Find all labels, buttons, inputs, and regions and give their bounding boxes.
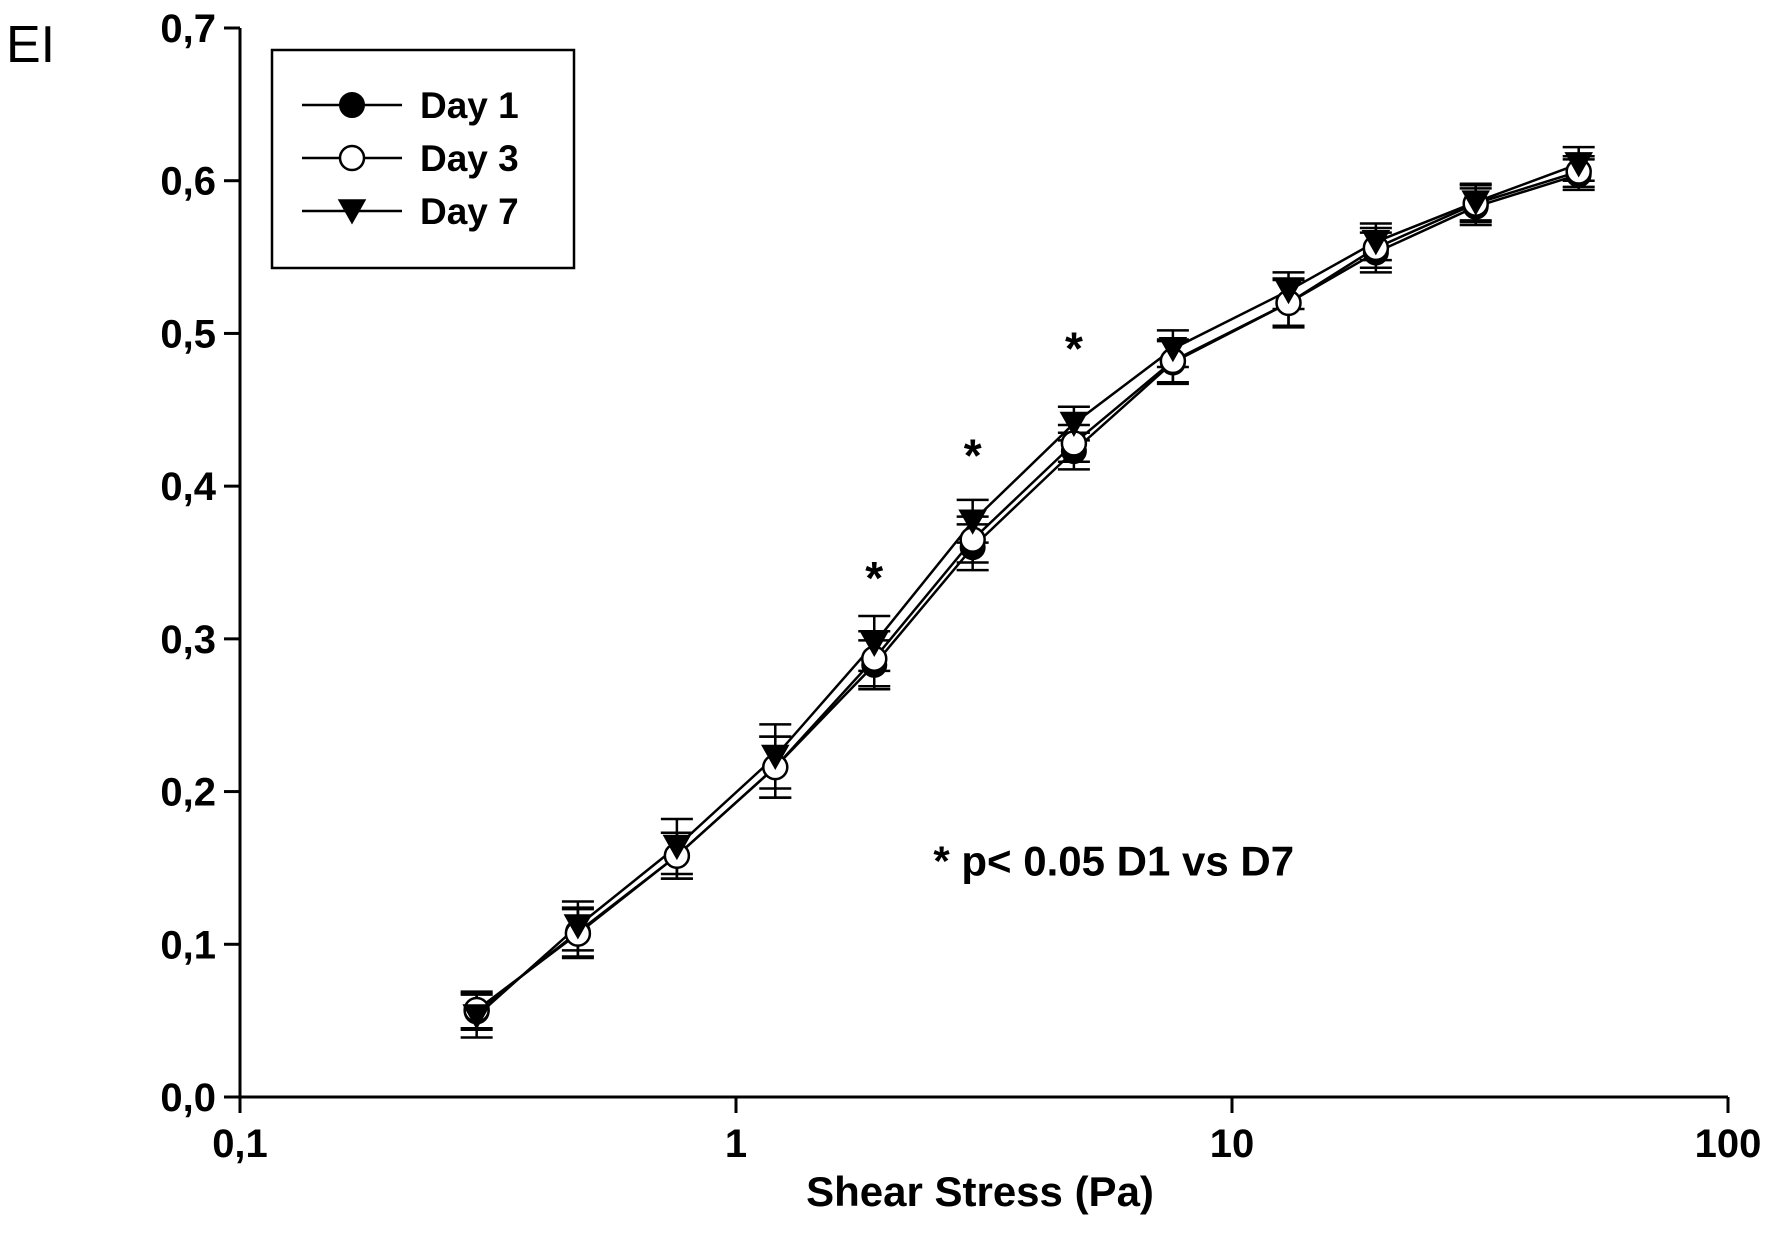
series-day-1: [460, 158, 1595, 1032]
significance-star: *: [1065, 323, 1083, 375]
significance-star: *: [865, 552, 883, 604]
data-point: [1461, 190, 1491, 216]
series-line: [475, 173, 1580, 1013]
legend-label: Day 1: [420, 85, 519, 126]
series-day-7: [460, 145, 1595, 1039]
series-day-3: [460, 155, 1595, 1030]
data-point: [760, 744, 790, 770]
y-tick-label: 0,3: [160, 618, 216, 662]
legend-label: Day 3: [420, 138, 519, 179]
x-tick-label: 10: [1210, 1122, 1255, 1166]
data-point: [958, 509, 987, 535]
x-axis-title: Shear Stress (Pa): [806, 1168, 1154, 1215]
x-tick-label: 1: [725, 1122, 747, 1166]
legend-marker: [338, 144, 366, 172]
data-point: [462, 1004, 491, 1030]
y-axis-title: EI: [6, 16, 55, 74]
data-point: [859, 631, 889, 657]
legend: Day 1 Day 3 Day 7: [270, 48, 576, 270]
y-tick-label: 0,2: [160, 771, 216, 815]
legend-marker: [337, 199, 367, 225]
x-tick-label: 100: [1695, 1122, 1762, 1166]
data-point: [662, 834, 692, 861]
series-line: [475, 162, 1580, 1018]
x-tick-label: 0,1: [212, 1122, 268, 1166]
series-line: [475, 170, 1580, 1011]
y-tick-label: 0,4: [160, 465, 216, 509]
significance-star: *: [964, 430, 982, 482]
y-tick-label: 0,1: [160, 923, 216, 967]
data-point: [1564, 152, 1593, 178]
markers-day-3: [463, 158, 1592, 1024]
data-point: [1059, 411, 1089, 438]
markers-day-7: [462, 152, 1593, 1030]
data-point: [1158, 336, 1188, 363]
data-point: [1361, 230, 1391, 256]
y-tick-label: 0,0: [160, 1076, 216, 1120]
y-tick-label: 0,6: [160, 160, 216, 204]
data-point: [563, 914, 593, 940]
legend-label: Day 7: [420, 191, 519, 232]
y-tick-label: 0,5: [160, 312, 216, 356]
data-point: [1274, 278, 1303, 305]
axes: 0,00,10,20,30,40,50,60,70,1 1 10 100: [160, 7, 1761, 1166]
significance-note: * p< 0.05 D1 vs D7: [933, 838, 1294, 885]
series-layer: * * *: [460, 145, 1595, 1039]
y-tick-label: 0,7: [160, 7, 216, 51]
legend-marker: [339, 92, 365, 118]
markers-day-1: [463, 161, 1592, 1025]
